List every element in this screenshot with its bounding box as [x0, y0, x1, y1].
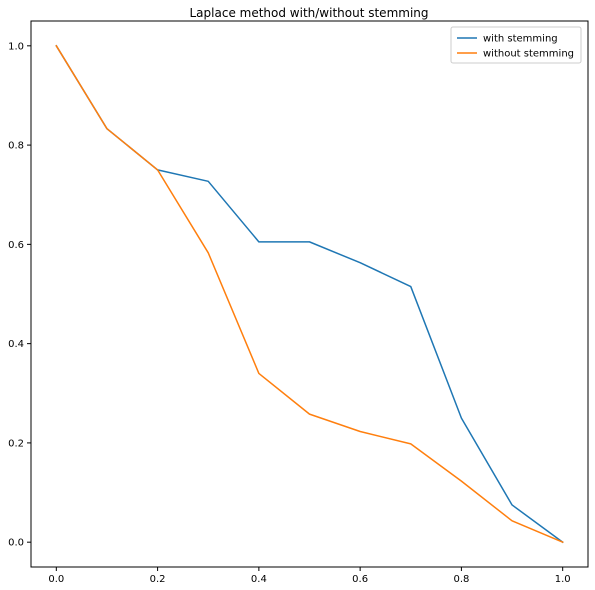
y-tick-label: 0.4: [8, 339, 24, 350]
series-line-without-stemming: [55, 44, 564, 544]
plot-frame: [30, 20, 589, 568]
x-axis: 0.0 0.2 0.4 0.6 0.8 1.0: [48, 567, 571, 585]
series-line-with-stemming: [55, 44, 564, 544]
y-tick-label: 0.0: [8, 538, 24, 549]
x-tick-label: 1.0: [555, 574, 571, 585]
x-tick-label: 0.8: [453, 574, 469, 585]
y-tick-label: 1.0: [8, 41, 24, 52]
legend-label: without stemming: [483, 49, 574, 60]
y-tick-label: 0.8: [8, 141, 24, 152]
y-tick-label: 0.6: [8, 240, 24, 251]
legend-label: with stemming: [483, 34, 558, 45]
x-tick-label: 0.0: [48, 574, 64, 585]
x-tick-label: 0.4: [251, 574, 267, 585]
x-tick-label: 0.6: [352, 574, 368, 585]
chart-title: Laplace method with/without stemming: [190, 6, 429, 20]
legend: with stemming without stemming: [450, 26, 582, 64]
y-tick-label: 0.2: [8, 438, 24, 449]
y-axis: 0.0 0.2 0.4 0.6 0.8 1.0: [8, 41, 31, 549]
legend-box: [450, 26, 582, 64]
x-tick-label: 0.2: [150, 574, 166, 585]
series-layer: [55, 44, 564, 544]
